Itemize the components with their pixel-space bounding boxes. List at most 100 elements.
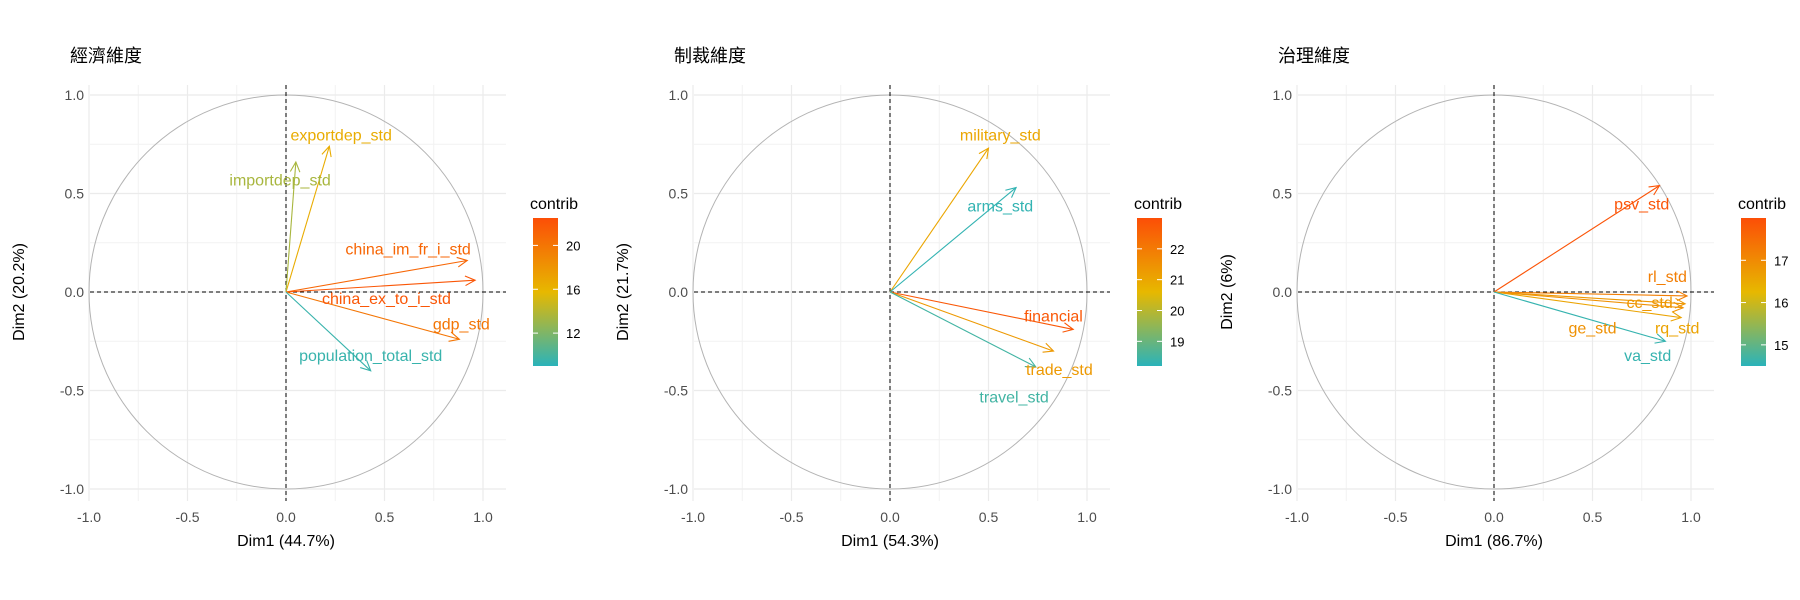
vector-label-arms_std: arms_std [967,198,1033,215]
y-tick-label: 0.5 [1273,186,1293,202]
y-tick-label: 1.0 [1273,87,1293,103]
legend-tick-label: 20 [566,238,580,253]
x-tick-label: -0.5 [779,509,803,525]
legend-tick-label: 20 [1170,304,1184,319]
arrowhead-military_std [978,147,990,160]
arrowhead-rl_std [1676,290,1689,302]
vector-label-travel_std: travel_std [979,389,1048,406]
y-tick-label: 0.0 [65,284,85,300]
panel-3: -1.0 -0.5 0.0 0.5 1.0 -1.0 -0.5 0.0 0.5 1.0 psv_st… [1219,46,1788,550]
x-tick-label: 1.0 [1681,509,1701,525]
vector-label-gdp_std: gdp_std [433,317,490,334]
legend-tick-label: 17 [1774,253,1788,268]
arrowhead-china_im_fr_i_std [456,256,469,268]
arrowhead-exportdep_std [321,145,332,158]
vector-rq_std [1493,291,1682,319]
panel-title: 制裁維度 [674,46,746,67]
vector-va_std [1493,291,1666,342]
arrowhead-ge_std [1672,301,1685,313]
legend-tick-label: 16 [566,282,580,297]
vector-exportdep_std [285,146,330,293]
arrowhead-financial [1062,322,1075,333]
y-tick-label: 1.0 [669,87,689,103]
y-tick-label: -0.5 [664,383,688,399]
x-tick-label: 0.0 [1484,509,1504,525]
vector-population_total_std [285,291,372,372]
vector-psv_std [1493,185,1660,293]
y-tick-label: 0.0 [1273,284,1293,300]
legend-title: contrib [530,196,578,213]
y-tick-label: 1.0 [65,87,85,103]
vector-label-cc_std: cc_std [1627,295,1673,312]
y-axis-label: Dim2 (21.7%) [615,243,632,341]
vector-rl_std [1493,291,1688,297]
legend-tick-label: 19 [1170,334,1184,349]
legend-colorbar [533,218,558,366]
vector-label-financial: financial [1024,309,1083,326]
y-axis-label: Dim2 (6%) [1219,254,1236,330]
vector-china_im_fr_i_std [285,259,468,293]
vector-label-rq_std: rq_std [1655,320,1699,337]
vector-label-military_std: military_std [960,127,1041,144]
y-tick-label: -0.5 [60,383,84,399]
x-tick-label: -1.0 [77,509,101,525]
panel-1: -1.0 -0.5 0.0 0.5 1.0 -1.0 -0.5 0.0 0.5 1.0 export… [11,46,580,550]
vector-trade_std [889,291,1054,352]
legend-tick-label: 12 [566,326,580,341]
arrowhead-china_ex_to_i_std [464,275,477,287]
vector-label-china_im_fr_i_std: china_im_fr_i_std [345,242,470,259]
vector-ge_std [1493,291,1684,309]
vector-financial [889,291,1074,330]
x-axis-label: Dim1 (44.7%) [237,533,335,550]
panel-title: 治理維度 [1278,46,1350,67]
x-tick-label: 0.5 [979,509,999,525]
vector-label-rl_std: rl_std [1648,269,1687,286]
vector-military_std [889,147,989,293]
vector-label-population_total_std: population_total_std [299,348,442,365]
x-tick-label: -0.5 [1383,509,1407,525]
vector-cc_std [1493,291,1686,305]
y-tick-label: 0.5 [65,186,85,202]
vector-importdep_std [285,161,297,293]
vector-arms_std [889,187,1017,293]
arrowhead-arms_std [1005,186,1018,198]
arrowhead-rq_std [1670,311,1683,322]
y-axis-label: Dim2 (20.2%) [11,243,28,341]
y-tick-label: -1.0 [60,481,84,497]
arrowhead-importdep_std [289,160,301,173]
arrowhead-trade_std [1042,342,1055,353]
vector-gdp_std [285,291,460,340]
x-axis-label: Dim1 (54.3%) [841,533,939,550]
vector-label-ge_std: ge_std [1568,320,1616,337]
x-tick-label: -1.0 [1285,509,1309,525]
x-tick-label: 1.0 [473,509,493,525]
x-tick-label: 0.5 [1583,509,1603,525]
y-tick-label: -0.5 [1268,383,1292,399]
vector-label-va_std: va_std [1624,348,1671,365]
vector-label-exportdep_std: exportdep_std [290,127,391,144]
vector-travel_std [889,291,1037,368]
legend-tick-label: 21 [1170,273,1184,288]
legend-title: contrib [1738,196,1786,213]
y-tick-label: -1.0 [664,481,688,497]
legend-title: contrib [1134,196,1182,213]
arrowhead-cc_std [1674,297,1687,309]
x-tick-label: 1.0 [1077,509,1097,525]
panel-title: 經濟維度 [70,46,142,67]
x-tick-label: 0.5 [375,509,395,525]
vector-label-psv_std: psv_std [1614,196,1669,213]
y-tick-label: 0.0 [669,284,689,300]
vector-label-trade_std: trade_std [1026,362,1093,379]
legend-tick-label: 22 [1170,242,1184,257]
x-tick-label: -1.0 [681,509,705,525]
vector-label-china_ex_to_i_std: china_ex_to_i_std [322,291,451,308]
vector-label-importdep_std: importdep_std [229,173,330,190]
arrowhead-va_std [1654,333,1667,344]
legend-tick-label: 16 [1774,296,1788,311]
x-axis-label: Dim1 (86.7%) [1445,533,1543,550]
y-tick-label: -1.0 [1268,481,1292,497]
arrowhead-population_total_std [360,360,372,372]
y-tick-label: 0.5 [669,186,689,202]
arrowhead-travel_std [1024,357,1037,368]
